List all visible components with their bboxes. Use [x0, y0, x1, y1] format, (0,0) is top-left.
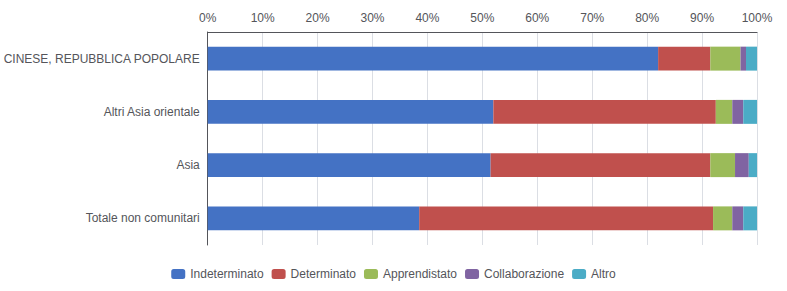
svg-text:Apprendistato: Apprendistato — [383, 267, 457, 281]
svg-text:Asia: Asia — [176, 158, 200, 172]
svg-text:Collaborazione: Collaborazione — [484, 267, 564, 281]
svg-text:70%: 70% — [580, 11, 604, 25]
svg-text:60%: 60% — [525, 11, 549, 25]
svg-text:Indeterminato: Indeterminato — [190, 267, 264, 281]
svg-text:30%: 30% — [360, 11, 384, 25]
svg-text:100%: 100% — [742, 11, 773, 25]
svg-text:Totale non comunitari: Totale non comunitari — [86, 211, 200, 225]
svg-text:0%: 0% — [199, 11, 217, 25]
svg-text:40%: 40% — [415, 11, 439, 25]
svg-text:Altro: Altro — [591, 267, 616, 281]
svg-text:80%: 80% — [635, 11, 659, 25]
svg-text:Altri Asia orientale: Altri Asia orientale — [104, 105, 200, 119]
svg-text:Determinato: Determinato — [291, 267, 357, 281]
svg-text:CINESE, REPUBBLICA POPOLARE: CINESE, REPUBBLICA POPOLARE — [4, 52, 200, 66]
svg-text:50%: 50% — [470, 11, 494, 25]
svg-text:10%: 10% — [251, 11, 275, 25]
svg-text:20%: 20% — [306, 11, 330, 25]
svg-text:90%: 90% — [690, 11, 714, 25]
